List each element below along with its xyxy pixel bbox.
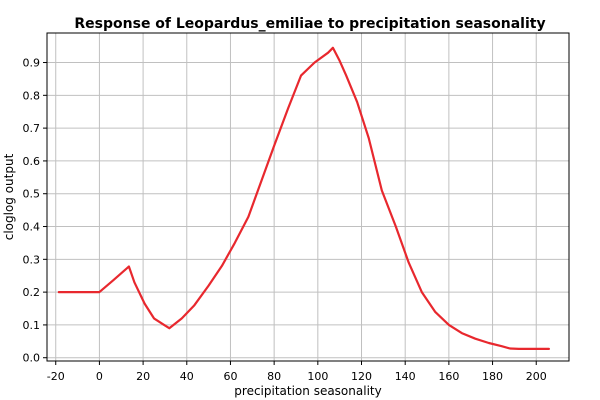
data-point [247, 216, 249, 218]
y-tick-label: 0.6 [23, 155, 41, 168]
data-point [356, 101, 358, 103]
y-tick-label: 0.1 [23, 319, 41, 332]
y-tick-label: 0.2 [23, 286, 41, 299]
data-point [518, 348, 520, 350]
data-point [461, 332, 463, 334]
data-point [144, 303, 146, 305]
x-tick-label: 40 [180, 370, 194, 383]
data-point [274, 143, 276, 146]
data-point [168, 327, 170, 329]
data-point [133, 281, 135, 283]
grid [47, 33, 569, 361]
data-point [488, 342, 490, 344]
data-point [181, 317, 183, 319]
chart-title: Response of Leopardus_emiliae to precipi… [74, 16, 545, 32]
data-point [395, 225, 397, 228]
data-point [535, 348, 537, 350]
x-tick-label: 120 [351, 370, 372, 383]
data-point [368, 137, 370, 139]
y-tick-label: 0.8 [23, 89, 41, 102]
x-tick-label: -20 [47, 370, 65, 383]
x-tick-label: 180 [482, 370, 503, 383]
data-point [314, 61, 316, 64]
data-point [58, 291, 60, 293]
data-point [128, 265, 130, 268]
data-point [300, 75, 302, 77]
x-tick-label: 60 [223, 370, 237, 383]
x-tick-label: 100 [307, 370, 328, 383]
y-tick-label: 0.7 [23, 122, 41, 135]
data-point [287, 107, 289, 109]
data-point [234, 242, 236, 244]
response-curve [57, 46, 551, 350]
data-point [260, 180, 263, 182]
x-tick-label: 20 [136, 370, 150, 383]
axes: -20 0 20 40 60 80 100 120 140 160 180 200 0.0 0.1 0.2 0… [23, 57, 547, 383]
y-tick-label: 0.5 [23, 188, 41, 201]
x-tick-label: 140 [395, 370, 416, 383]
x-tick-label: 200 [526, 370, 547, 383]
x-tick-label: 160 [438, 370, 459, 383]
y-tick-label: 0.0 [23, 352, 41, 365]
y-tick-label: 0.3 [23, 253, 41, 266]
data-point [527, 348, 529, 350]
data-point [163, 324, 165, 326]
data-point [474, 338, 476, 340]
data-point [448, 324, 450, 326]
data-point [153, 317, 155, 319]
data-point [98, 291, 100, 293]
data-point [408, 262, 410, 264]
x-tick-label: 80 [267, 370, 281, 383]
data-point [548, 348, 550, 350]
data-point [112, 279, 114, 281]
data-point [332, 47, 334, 49]
data-point [327, 52, 329, 54]
data-point [501, 345, 503, 347]
data-point [221, 265, 223, 267]
data-point [381, 189, 383, 191]
x-axis-label: precipitation seasonality [234, 384, 381, 398]
y-tick-label: 0.9 [23, 57, 41, 70]
y-tick-label: 0.4 [23, 221, 41, 234]
series-layer [57, 46, 551, 350]
data-point [208, 285, 210, 287]
data-point [339, 60, 341, 62]
plot-area [46, 32, 570, 362]
data-point [434, 311, 436, 313]
data-point [345, 75, 347, 77]
data-point [193, 304, 195, 306]
x-tick-label: 0 [96, 370, 103, 383]
data-point [509, 347, 511, 350]
data-point [421, 291, 423, 293]
y-axis-label: cloglog output [2, 153, 16, 240]
